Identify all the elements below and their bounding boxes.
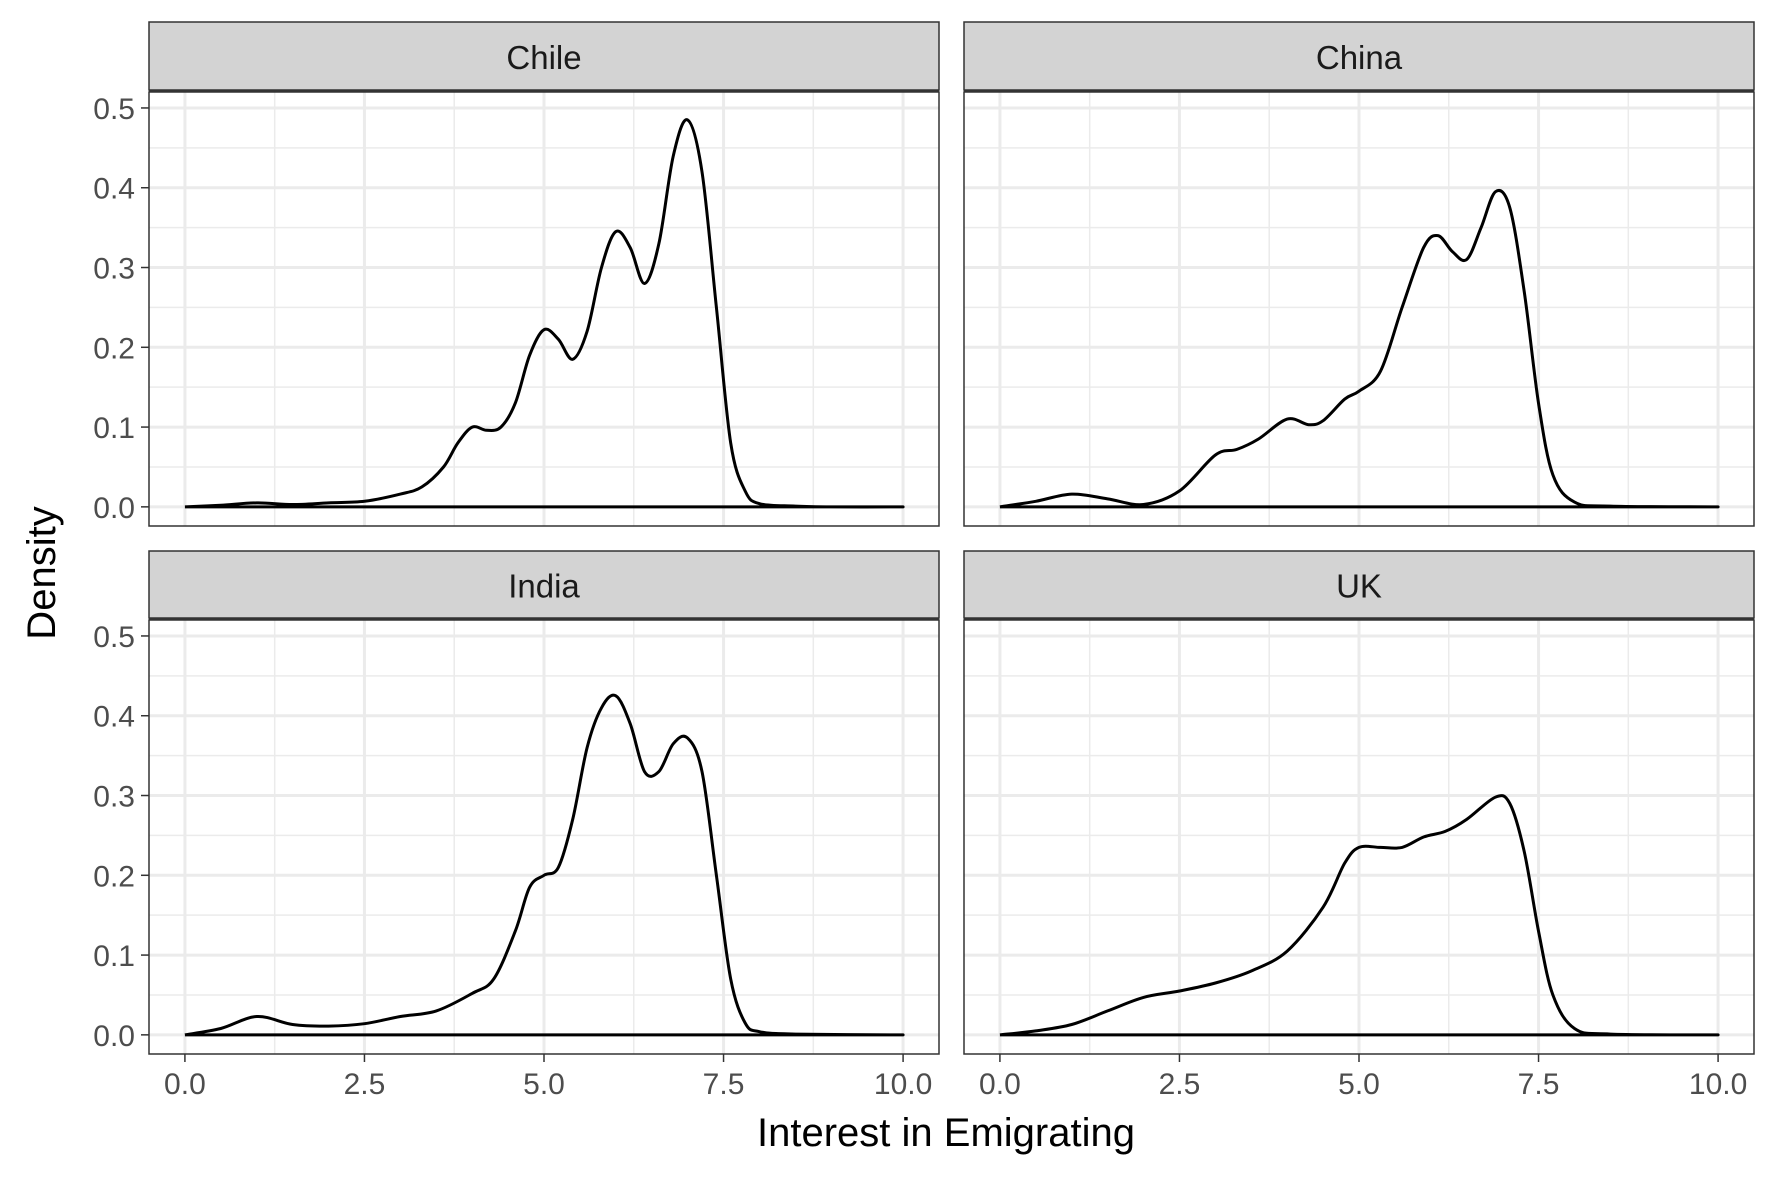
y-tick-label: 0.2 bbox=[93, 860, 135, 893]
facet-strip bbox=[148, 550, 940, 619]
y-axis-label: Density bbox=[20, 506, 64, 639]
facet-panel-uk: UK 0.0 2.5 5.0 7.5 10.0 bbox=[963, 550, 1755, 1101]
density-curve-uk bbox=[999, 794, 1720, 1037]
x-tick-label: 0.0 bbox=[979, 1068, 1021, 1101]
facet-strip bbox=[148, 21, 940, 91]
facet-strip bbox=[963, 21, 1755, 91]
facet-label: China bbox=[1316, 39, 1403, 76]
facet-label: Chile bbox=[506, 39, 581, 76]
x-tick-label: 10.0 bbox=[1689, 1068, 1747, 1101]
x-tick-label: 7.5 bbox=[703, 1068, 745, 1101]
facet-panel-china: China bbox=[963, 21, 1755, 527]
y-tick-label: 0.4 bbox=[93, 701, 135, 734]
x-tick-label: 2.5 bbox=[344, 1068, 386, 1101]
x-tick-label: 0.0 bbox=[164, 1068, 206, 1101]
y-tick-label: 0.0 bbox=[93, 1020, 135, 1053]
y-tick-label: 0.1 bbox=[93, 412, 135, 445]
x-tick-label: 5.0 bbox=[523, 1068, 565, 1101]
x-tick-label: 7.5 bbox=[1518, 1068, 1560, 1101]
facet-panel-chile: Chile 0.0 0.1 0.2 0.3 0.4 0.5 bbox=[93, 21, 940, 527]
density-curve-china bbox=[999, 188, 1720, 509]
y-tick-label: 0.2 bbox=[93, 332, 135, 365]
y-tick-label: 0.5 bbox=[93, 93, 135, 126]
x-tick-label: 10.0 bbox=[874, 1068, 932, 1101]
x-tick-label: 2.5 bbox=[1159, 1068, 1201, 1101]
facet-label: India bbox=[508, 568, 580, 605]
y-tick-label: 0.3 bbox=[93, 781, 135, 814]
facet-label: UK bbox=[1336, 568, 1382, 605]
y-tick-label: 0.0 bbox=[93, 492, 135, 525]
x-axis-label: Interest in Emigrating bbox=[757, 1111, 1135, 1155]
y-tick-label: 0.1 bbox=[93, 940, 135, 973]
x-tick-label: 5.0 bbox=[1338, 1068, 1380, 1101]
density-curve-chile bbox=[184, 118, 905, 509]
y-tick-label: 0.3 bbox=[93, 253, 135, 286]
y-tick-label: 0.4 bbox=[93, 173, 135, 206]
facet-panel-india: India 0.0 0.1 0.2 0.3 0.4 0.5 0.0 2.5 5.0 7.5 10.0 bbox=[93, 550, 940, 1101]
density-curve-india bbox=[184, 693, 905, 1037]
y-tick-label: 0.5 bbox=[93, 621, 135, 654]
